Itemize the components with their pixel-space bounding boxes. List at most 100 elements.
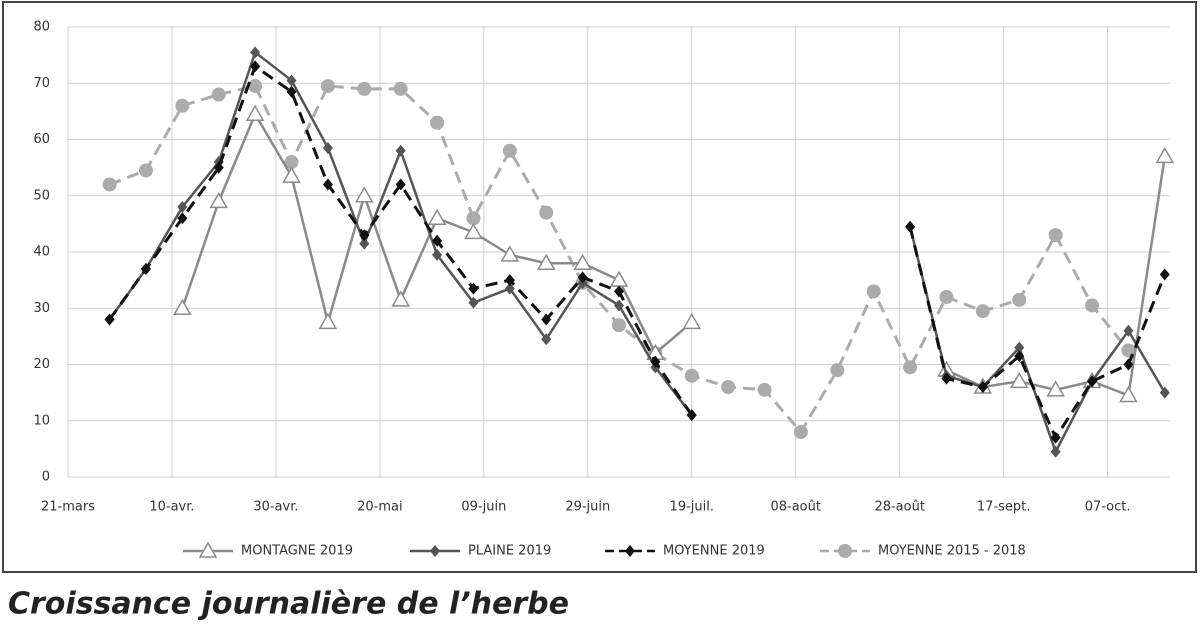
- point: [612, 318, 626, 333]
- point: [573, 253, 592, 270]
- point: [320, 79, 335, 94]
- point: [536, 253, 556, 270]
- point: [282, 166, 301, 183]
- point: [614, 285, 624, 298]
- point: [1155, 146, 1175, 164]
- point: [830, 363, 845, 378]
- point: [432, 248, 443, 261]
- point: [284, 155, 299, 169]
- point: [245, 104, 265, 121]
- point: [104, 313, 115, 326]
- point: [391, 290, 410, 307]
- point: [177, 201, 188, 213]
- point: [682, 312, 702, 330]
- point: [866, 284, 881, 299]
- x-tick-label: 20-mai: [357, 500, 402, 515]
- point: [1014, 341, 1025, 354]
- point: [248, 79, 263, 94]
- y-tick-label: 30: [33, 301, 50, 316]
- point: [322, 178, 333, 191]
- point: [1119, 385, 1138, 403]
- point: [177, 212, 188, 225]
- point: [975, 304, 990, 319]
- legend-label: MOYENNE 2019: [663, 544, 765, 559]
- point: [1159, 268, 1170, 281]
- x-tick-label: 07-oct.: [1085, 500, 1131, 515]
- point: [977, 381, 988, 393]
- point: [468, 296, 479, 309]
- point: [1050, 431, 1061, 444]
- x-tick-label: 28-août: [874, 500, 925, 515]
- point: [211, 87, 226, 102]
- point: [173, 298, 192, 315]
- point: [905, 220, 916, 233]
- point: [395, 144, 406, 157]
- point: [213, 161, 224, 174]
- point: [464, 222, 483, 240]
- point: [941, 372, 952, 385]
- point: [427, 208, 447, 225]
- point: [1087, 375, 1098, 388]
- point: [650, 355, 661, 368]
- point: [502, 143, 517, 158]
- point: [504, 282, 515, 295]
- point: [468, 282, 479, 295]
- point: [684, 368, 699, 383]
- point: [1085, 298, 1100, 313]
- x-tick-label: 09-juin: [461, 500, 506, 515]
- point: [286, 85, 297, 98]
- x-tick-label: 17-sept.: [977, 500, 1031, 515]
- point: [359, 229, 370, 242]
- y-tick-label: 70: [33, 76, 50, 91]
- x-tick-label: 21-mars: [41, 500, 95, 515]
- y-tick-label: 50: [33, 188, 50, 203]
- point: [322, 141, 333, 154]
- point: [1123, 324, 1134, 337]
- legend-label: PLAINE 2019: [468, 544, 551, 559]
- y-tick-label: 0: [42, 470, 50, 485]
- point: [1009, 371, 1029, 389]
- legend-label: MOYENNE 2015 - 2018: [878, 544, 1026, 559]
- y-tick-label: 40: [33, 245, 50, 260]
- chart-frame: [2, 1, 1197, 573]
- point: [686, 409, 697, 422]
- point: [793, 425, 808, 439]
- point: [1012, 292, 1027, 307]
- series-line: [108, 64, 1167, 441]
- point: [539, 205, 554, 220]
- point: [903, 360, 918, 375]
- point: [1159, 386, 1170, 399]
- point: [939, 290, 954, 304]
- point: [286, 74, 297, 87]
- point: [1050, 445, 1061, 458]
- series-line: [109, 84, 1130, 435]
- point: [1123, 358, 1134, 371]
- point: [393, 81, 408, 96]
- point: [577, 271, 588, 284]
- x-tick-label: 30-avr.: [253, 500, 298, 515]
- point: [250, 46, 261, 59]
- point: [1046, 380, 1065, 397]
- point: [432, 234, 443, 247]
- legend-marker: [430, 545, 440, 557]
- point: [359, 237, 370, 250]
- point: [1014, 350, 1025, 363]
- chart-title: Croissance journalière de l’herbe: [8, 587, 569, 622]
- point: [721, 380, 736, 394]
- point: [102, 177, 117, 192]
- x-tick-label: 19-juil.: [670, 500, 714, 515]
- x-tick-label: 29-juin: [565, 500, 610, 515]
- legend-marker: [198, 541, 218, 558]
- point: [757, 382, 772, 397]
- y-tick-label: 80: [33, 20, 50, 35]
- y-tick-label: 20: [33, 357, 50, 372]
- point: [138, 163, 153, 178]
- point: [500, 245, 520, 262]
- point: [541, 313, 552, 326]
- y-tick-label: 10: [33, 413, 50, 428]
- point: [209, 191, 229, 209]
- legend-marker: [838, 544, 852, 558]
- point: [395, 178, 406, 191]
- point: [354, 186, 374, 203]
